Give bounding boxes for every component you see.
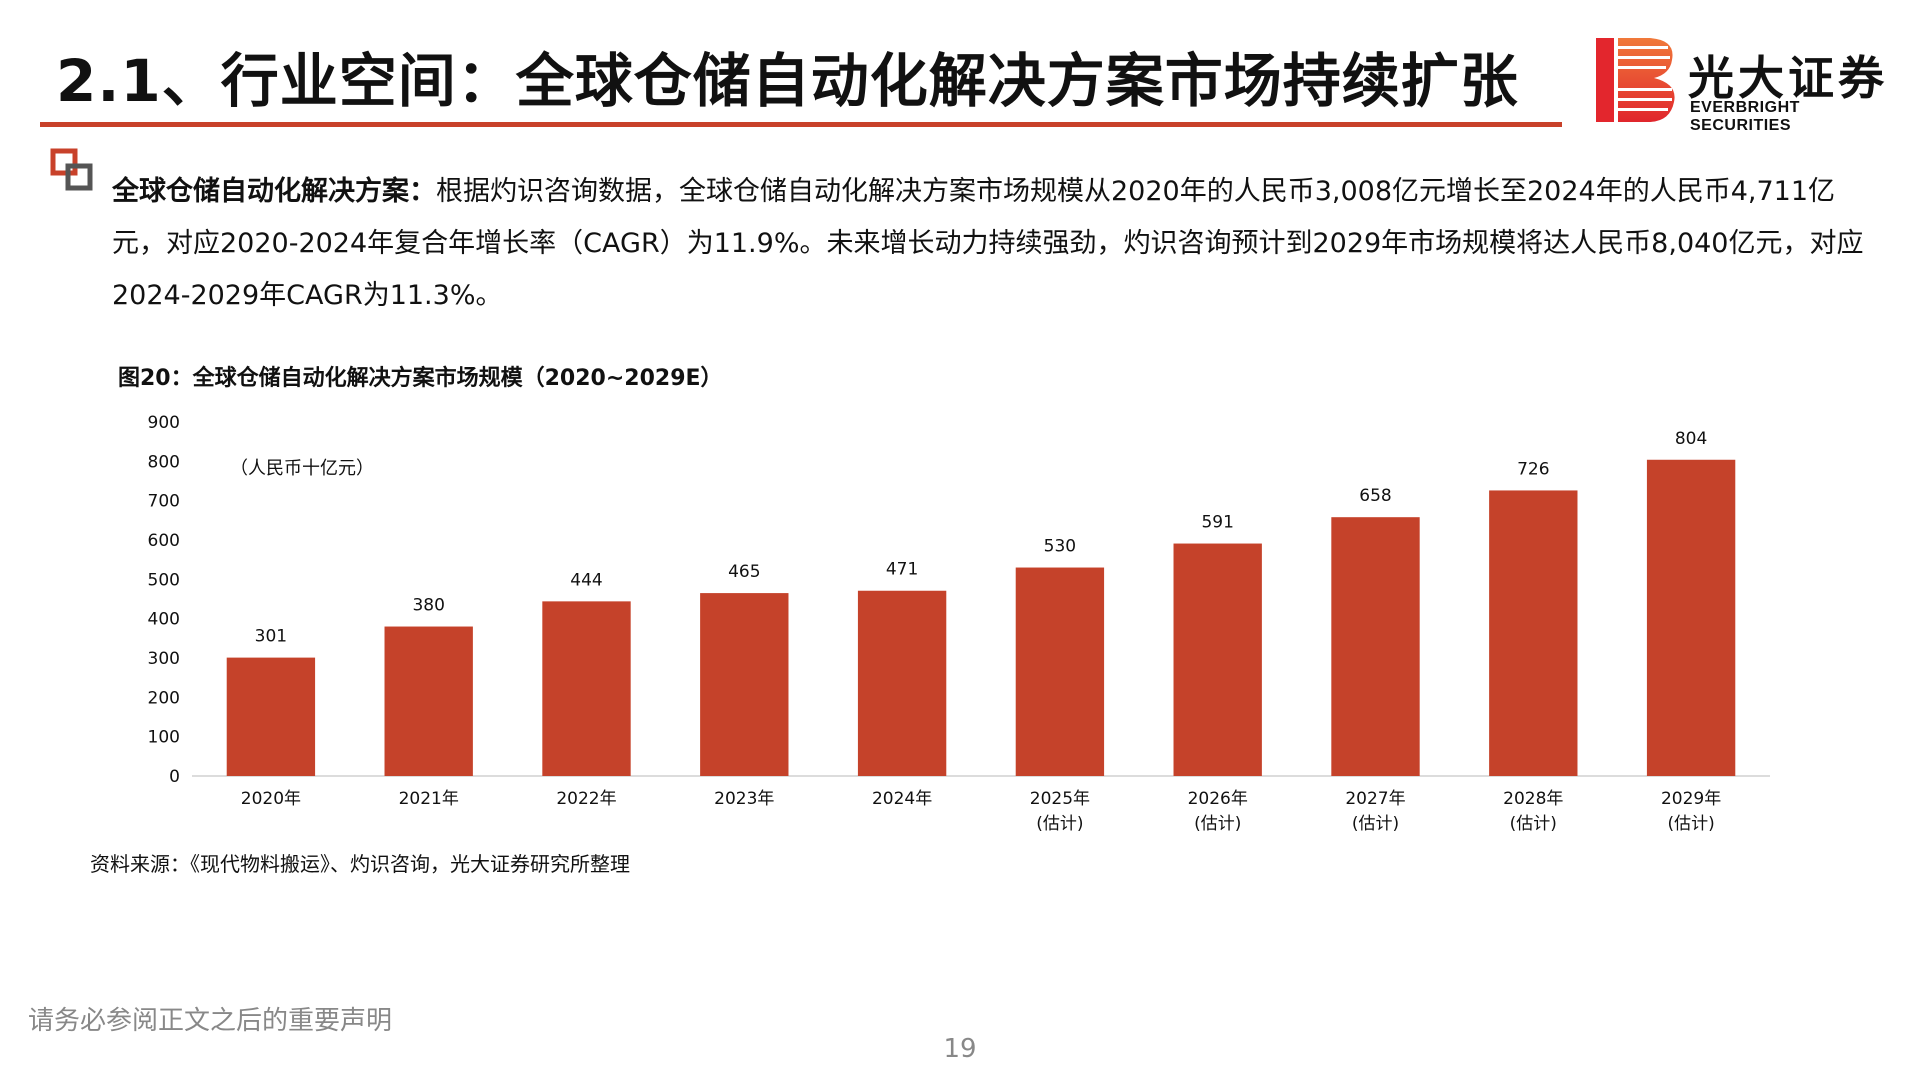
y-tick-label: 100: [148, 728, 180, 748]
x-tick-label: 2029年: [1661, 789, 1721, 809]
bar-value-label: 804: [1675, 429, 1707, 449]
y-tick-label: 300: [148, 649, 180, 669]
bar: [700, 593, 789, 776]
everbright-logo-mark-icon: [1596, 38, 1675, 122]
bar-value-label: 726: [1517, 459, 1549, 479]
page-number: 19: [943, 1034, 977, 1064]
bar-value-label: 591: [1201, 513, 1233, 533]
bar-value-label: 465: [728, 562, 760, 582]
x-tick-label: 2023年: [714, 789, 774, 809]
bar: [857, 590, 947, 776]
bar: [1331, 517, 1420, 776]
bar: [1173, 543, 1262, 776]
x-tick-label: 2025年: [1030, 789, 1090, 809]
figure-title: 图20：全球仓储自动化解决方案市场规模（2020~2029E）: [118, 366, 723, 391]
body-paragraph: 全球仓储自动化解决方案：根据灼识咨询数据，全球仓储自动化解决方案市场规模从202…: [112, 166, 1882, 322]
y-tick-label: 500: [148, 570, 180, 590]
page-title: 2.1、行业空间：全球仓储自动化解决方案市场持续扩张: [56, 47, 1519, 115]
x-tick-sublabel: (估计): [1510, 814, 1557, 834]
figure-source: 资料来源：《现代物料搬运》、灼识咨询，光大证券研究所整理: [90, 852, 630, 876]
bar: [226, 657, 316, 776]
bar: [384, 626, 473, 776]
logo-english-name: EVERBRIGHT SECURITIES: [1690, 99, 1800, 134]
x-tick-label: 2027年: [1345, 789, 1405, 809]
bar-value-label: 471: [886, 560, 918, 580]
x-tick-label: 2022年: [556, 789, 616, 809]
x-tick-sublabel: (估计): [1667, 814, 1714, 834]
section-bullet-icon: [50, 148, 93, 191]
bar-value-label: 530: [1044, 537, 1076, 557]
x-tick-label: 2021年: [399, 789, 459, 809]
y-tick-label: 0: [169, 767, 180, 787]
y-tick-label: 200: [148, 688, 180, 708]
disclaimer-text: 请务必参阅正文之后的重要声明: [28, 1006, 393, 1036]
y-tick-label: 700: [148, 492, 180, 512]
title-underline: [40, 122, 1562, 127]
y-tick-label: 900: [148, 413, 180, 433]
bar-value-label: 658: [1359, 486, 1391, 506]
bar: [542, 601, 631, 776]
bar: [1646, 459, 1736, 776]
x-tick-label: 2028年: [1503, 789, 1563, 809]
bar: [1015, 567, 1105, 776]
market-size-bar-chart: 0 100 200 300 400 500 600 700 800 900 （人民币十亿元） 301 2…: [148, 413, 1770, 834]
y-tick-label: 800: [148, 452, 180, 472]
x-tick-label: 2026年: [1188, 789, 1248, 809]
y-tick-label: 600: [148, 531, 180, 551]
logo-chinese-name: 光大证券: [1688, 51, 1888, 105]
x-tick-sublabel: (估计): [1194, 814, 1241, 834]
x-tick-label: 2020年: [241, 789, 301, 809]
bar-value-label: 301: [255, 627, 287, 647]
unit-label: （人民币十亿元）: [230, 458, 374, 479]
x-tick-sublabel: (估计): [1036, 814, 1083, 834]
x-tick-sublabel: (估计): [1352, 814, 1399, 834]
paragraph-lead: 全球仓储自动化解决方案：: [112, 176, 436, 207]
bar-value-label: 380: [412, 596, 444, 616]
bar: [1489, 490, 1578, 776]
bar-value-label: 444: [570, 570, 602, 590]
x-tick-label: 2024年: [872, 789, 932, 809]
paragraph-text: 根据灼识咨询数据，全球仓储自动化解决方案市场规模从2020年的人民币3,008亿…: [112, 176, 1864, 311]
y-tick-label: 400: [148, 610, 180, 630]
company-logo: 光大证券 EVERBRIGHT SECURITIES: [1592, 36, 1902, 134]
